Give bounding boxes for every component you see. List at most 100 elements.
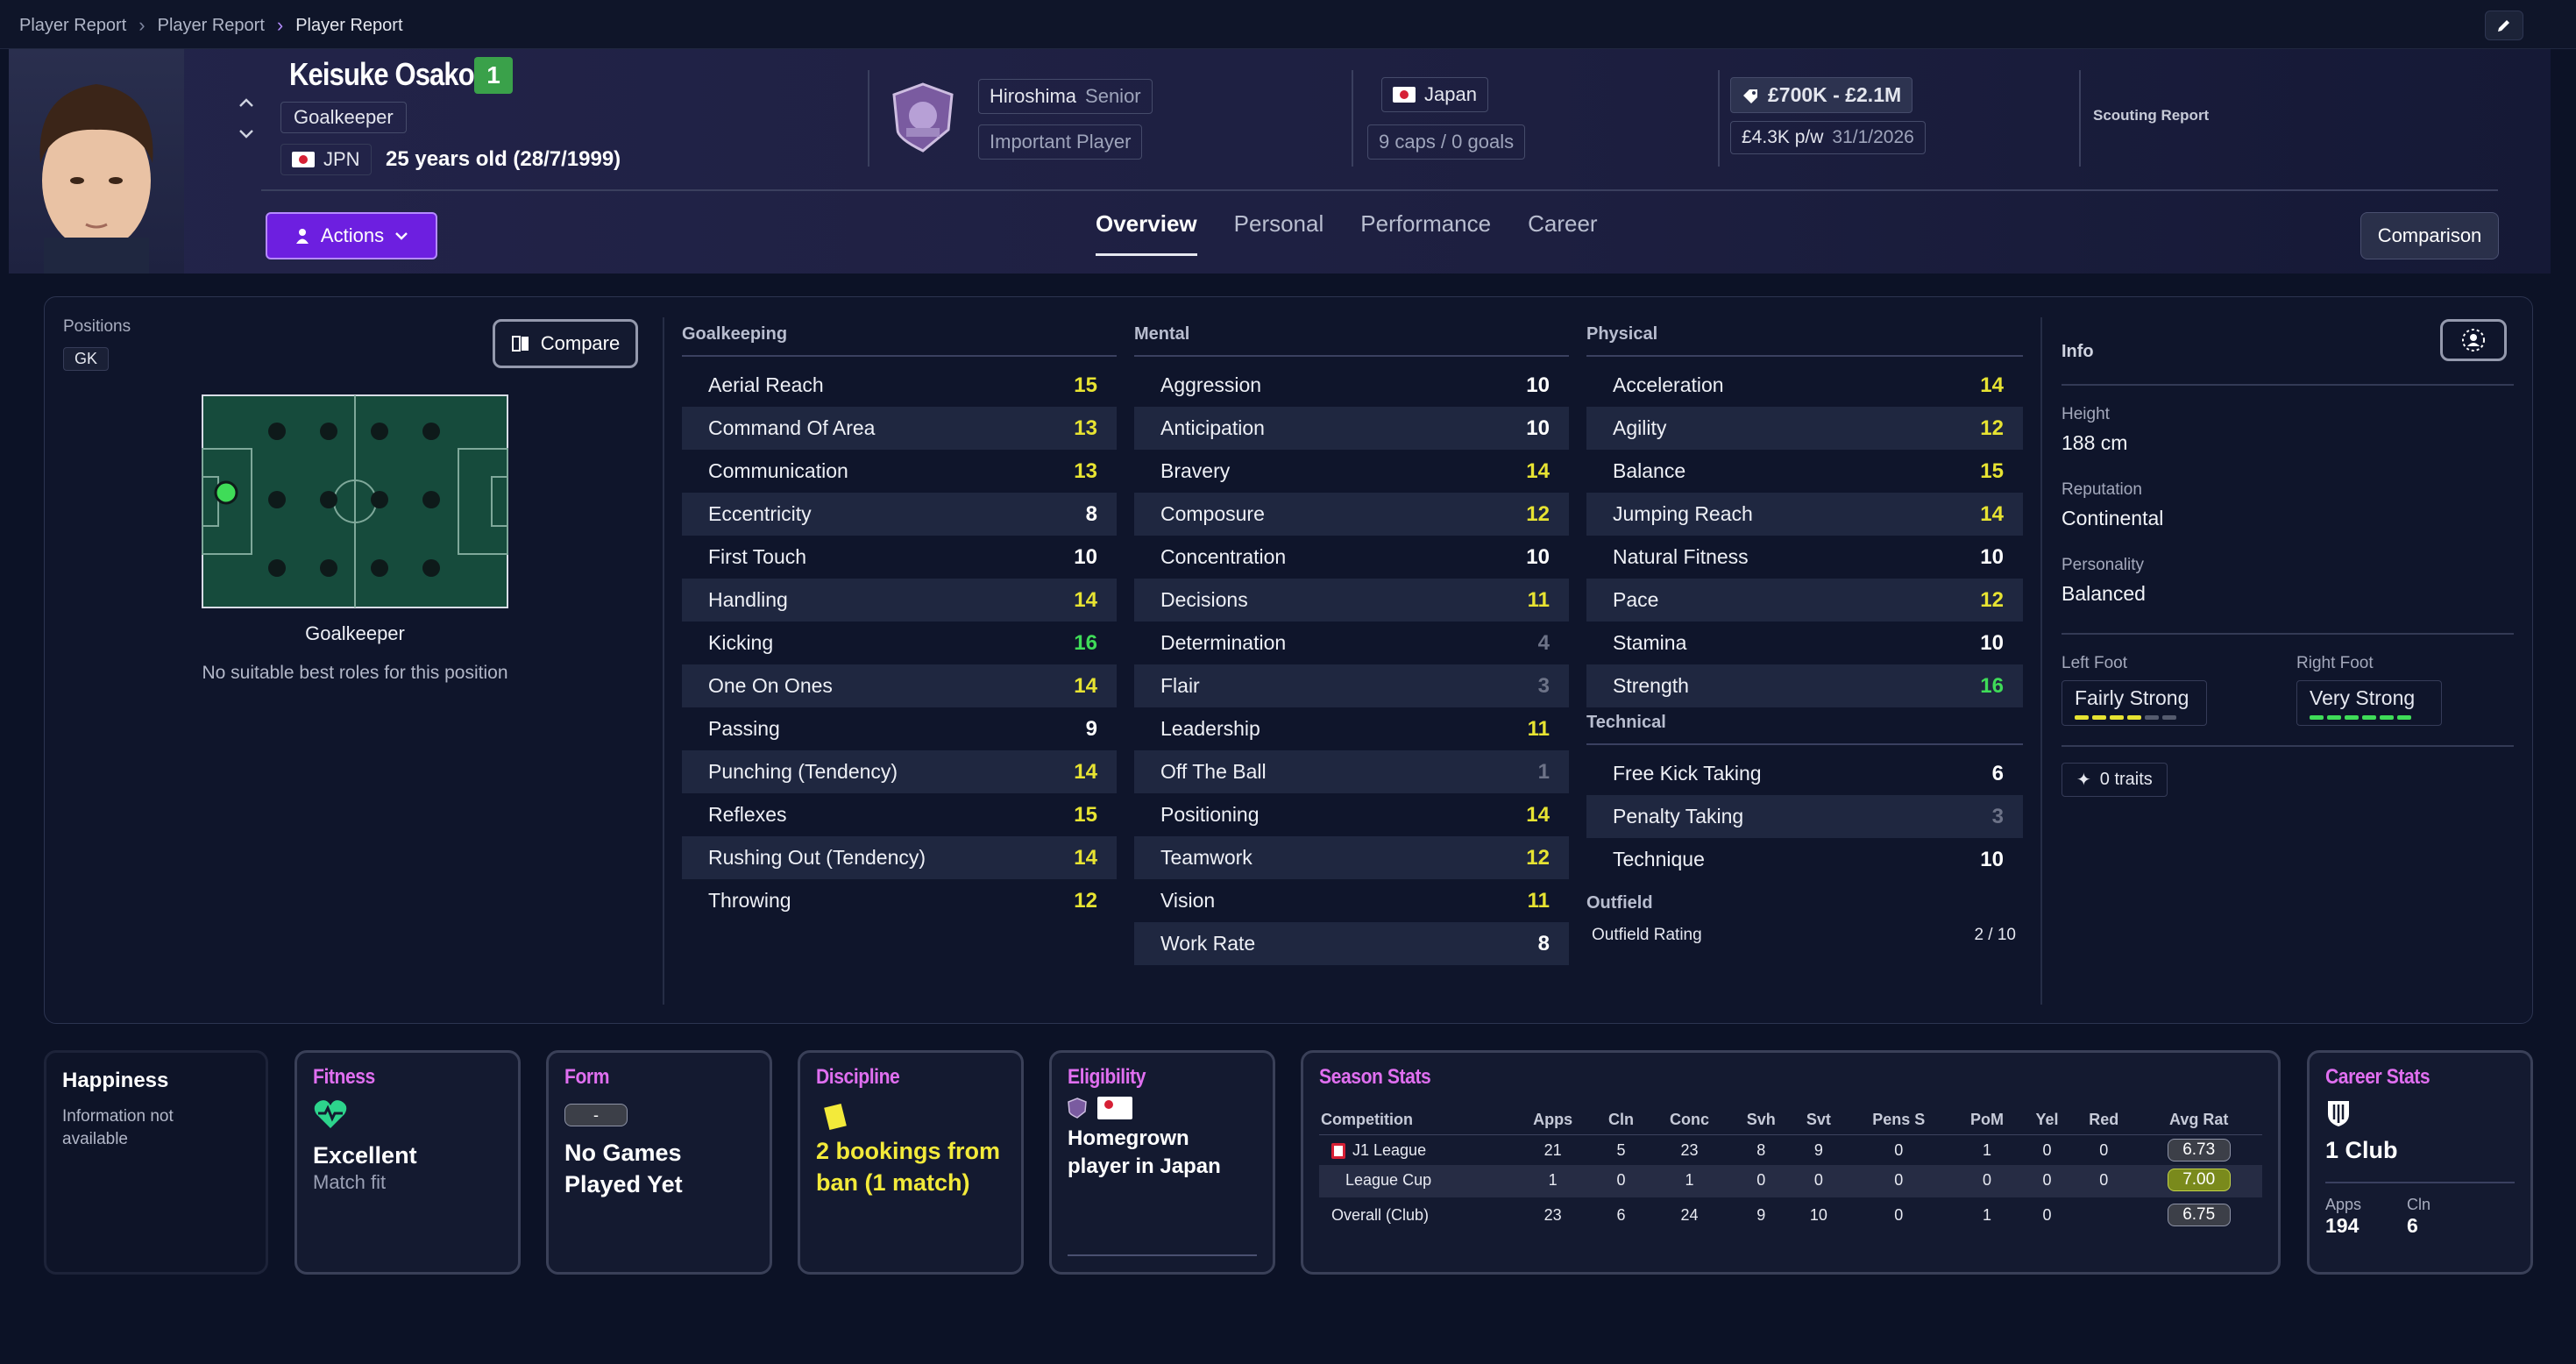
column-header[interactable]: Conc [1648,1105,1731,1135]
next-player-button[interactable] [233,121,259,147]
attribute-row[interactable]: Bravery 14 [1134,450,1569,493]
tab-personal[interactable]: Personal [1233,210,1324,237]
attribute-row[interactable]: Throwing 12 [682,879,1117,922]
column-header[interactable]: PoM [1952,1105,2022,1135]
form-title: Form [564,1065,610,1089]
attribute-row[interactable]: Strength 16 [1586,664,2023,707]
attribute-row[interactable]: Handling 14 [682,579,1117,622]
attribute-row[interactable]: Teamwork 12 [1134,836,1569,879]
happiness-card[interactable]: Happiness Information not available [44,1050,268,1275]
attribute-row[interactable]: Aerial Reach 15 [682,364,1117,407]
breadcrumb-item[interactable]: Player Report [19,15,127,35]
table-row[interactable]: League Cup 1 0 1 0 0 0 0 0 0 7.00 [1319,1165,2262,1197]
career-cln-label: Cln [2407,1196,2431,1213]
attribute-row[interactable]: Command Of Area 13 [682,407,1117,450]
attribute-row[interactable]: Agility 12 [1586,407,2023,450]
attribute-name: Agility [1613,416,1667,439]
attribute-value: 11 [1527,888,1550,913]
attribute-name: Eccentricity [708,502,812,525]
nationality-pill: JPN [280,144,372,175]
attribute-row[interactable]: Leadership 11 [1134,707,1569,750]
attribute-row[interactable]: Technique 10 [1586,838,2023,881]
attribute-row[interactable]: Passing 9 [682,707,1117,750]
attribute-row[interactable]: Decisions 11 [1134,579,1569,622]
column-header[interactable]: Competition [1319,1105,1512,1135]
nation-pill[interactable]: Japan [1381,77,1488,112]
attribute-row[interactable]: Pace 12 [1586,579,2023,622]
column-header[interactable]: Apps [1512,1105,1594,1135]
attribute-value: 15 [1074,373,1097,397]
attribute-row[interactable]: Anticipation 10 [1134,407,1569,450]
attribute-row[interactable]: Vision 11 [1134,879,1569,922]
column-header[interactable]: Yel [2021,1105,2073,1135]
attribute-row[interactable]: Positioning 14 [1134,793,1569,836]
form-card[interactable]: Form - No Games Played Yet [546,1050,772,1275]
comparison-button[interactable]: Comparison [2360,212,2499,259]
season-stats-card[interactable]: Season Stats Competition Apps Cln Conc Svh Sv… [1301,1050,2281,1275]
attribute-row[interactable]: Work Rate 8 [1134,922,1569,965]
tab-performance[interactable]: Performance [1360,210,1492,237]
attribute-row[interactable]: Flair 3 [1134,664,1569,707]
attribute-value: 12 [1526,501,1550,526]
previous-player-button[interactable] [233,89,259,116]
club-pill[interactable]: Hiroshima Senior [978,79,1153,114]
club-crest-icon[interactable] [887,81,959,159]
career-stats-card[interactable]: Career Stats 1 Club Apps 194 Cln 6 [2307,1050,2533,1275]
attribute-name: Composure [1160,502,1265,525]
attribute-name: Punching (Tendency) [708,760,898,783]
traits-button[interactable]: ✦ 0 traits [2062,763,2168,797]
attribute-row[interactable]: Kicking 16 [682,622,1117,664]
discipline-card[interactable]: Discipline 2 bookings from ban (1 match) [798,1050,1024,1275]
attribute-value: 10 [1980,544,2004,569]
attribute-row[interactable]: Composure 12 [1134,493,1569,536]
column-header[interactable]: Cln [1593,1105,1649,1135]
position-code: GK [63,347,110,371]
attribute-row[interactable]: Penalty Taking 3 [1586,795,2023,838]
attribute-row[interactable]: Natural Fitness 10 [1586,536,2023,579]
fitness-card[interactable]: Fitness Excellent Match fit [295,1050,521,1275]
attribute-row[interactable]: Stamina 10 [1586,622,2023,664]
attribute-name: Teamwork [1160,846,1253,869]
attribute-row[interactable]: Jumping Reach 14 [1586,493,2023,536]
attribute-row[interactable]: Free Kick Taking 6 [1586,752,2023,795]
attribute-value: 12 [1980,587,2004,612]
column-header[interactable]: Svt [1792,1105,1846,1135]
column-header[interactable]: Pens S [1845,1105,1953,1135]
attribute-row[interactable]: Off The Ball 1 [1134,750,1569,793]
table-row[interactable]: J1 League 21 5 23 8 9 0 1 0 0 6.73 [1319,1135,2262,1166]
career-cln: 6 [2407,1214,2418,1237]
right-foot-label: Right Foot [2296,654,2374,672]
attribute-row[interactable]: Aggression 10 [1134,364,1569,407]
actions-button[interactable]: Actions [266,212,437,259]
career-clubs: 1 Club [2325,1137,2398,1163]
attribute-row[interactable]: Reflexes 15 [682,793,1117,836]
column-header[interactable]: Avg Rat [2135,1105,2262,1135]
breadcrumb-item[interactable]: Player Report [157,15,265,35]
edit-button[interactable] [2485,11,2523,40]
attribute-row[interactable]: Eccentricity 8 [682,493,1117,536]
tab-career[interactable]: Career [1528,210,1598,237]
attribute-row[interactable]: Determination 4 [1134,622,1569,664]
attribute-row[interactable]: One On Ones 14 [682,664,1117,707]
scouting-report-link[interactable]: Scouting Report [2093,107,2210,124]
column-header[interactable]: Red [2072,1105,2136,1135]
table-row[interactable]: Overall (Club) 23 6 24 9 10 0 1 0 6.75 [1319,1197,2262,1230]
attribute-row[interactable]: Acceleration 14 [1586,364,2023,407]
attribute-row[interactable]: Punching (Tendency) 14 [682,750,1117,793]
attribute-value: 16 [1980,673,2004,698]
eligibility-card[interactable]: Eligibility Homegrown player in Japan [1049,1050,1275,1275]
attribute-row[interactable]: Balance 15 [1586,450,2023,493]
compare-button[interactable]: Compare [493,319,638,368]
divider [2062,633,2514,635]
attribute-name: Natural Fitness [1613,545,1749,568]
fitness-title: Fitness [313,1065,375,1089]
attribute-row[interactable]: Concentration 10 [1134,536,1569,579]
position-pill: Goalkeeper [280,102,407,133]
attribute-row[interactable]: Rushing Out (Tendency) 14 [682,836,1117,879]
stat-cell: 0 [2042,1170,2052,1189]
attribute-row[interactable]: Communication 13 [682,450,1117,493]
info-options-button[interactable] [2440,319,2507,361]
attribute-row[interactable]: First Touch 10 [682,536,1117,579]
column-header[interactable]: Svh [1730,1105,1792,1135]
tab-overview[interactable]: Overview [1096,210,1197,256]
